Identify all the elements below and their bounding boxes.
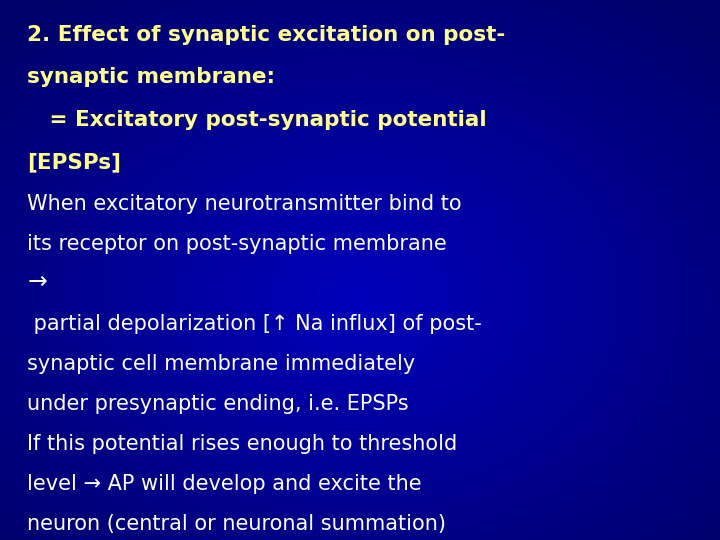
Text: neuron (central or neuronal summation): neuron (central or neuronal summation) (27, 514, 446, 534)
Text: under presynaptic ending, i.e. EPSPs: under presynaptic ending, i.e. EPSPs (27, 394, 409, 414)
Text: = Excitatory post-synaptic potential: = Excitatory post-synaptic potential (27, 110, 487, 130)
Text: partial depolarization [↑ Na influx] of post-: partial depolarization [↑ Na influx] of … (27, 314, 482, 334)
Text: synaptic membrane:: synaptic membrane: (27, 66, 275, 87)
Text: →: → (27, 270, 47, 294)
Text: [EPSPs]: [EPSPs] (27, 152, 122, 172)
Text: 2. Effect of synaptic excitation on post-: 2. Effect of synaptic excitation on post… (27, 25, 505, 45)
Text: synaptic cell membrane immediately: synaptic cell membrane immediately (27, 354, 415, 374)
Text: When excitatory neurotransmitter bind to: When excitatory neurotransmitter bind to (27, 194, 462, 214)
Text: If this potential rises enough to threshold: If this potential rises enough to thresh… (27, 434, 458, 454)
Text: its receptor on post-synaptic membrane: its receptor on post-synaptic membrane (27, 234, 447, 254)
Text: level → AP will develop and excite the: level → AP will develop and excite the (27, 474, 422, 494)
